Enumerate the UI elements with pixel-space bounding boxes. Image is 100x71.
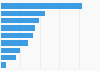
Bar [1, 18, 39, 23]
Bar [1, 40, 28, 46]
Bar [1, 3, 82, 9]
Bar [1, 48, 20, 53]
Bar [1, 33, 33, 38]
Bar [1, 11, 45, 16]
Bar [1, 62, 6, 68]
Bar [1, 55, 16, 60]
Bar [1, 25, 35, 31]
